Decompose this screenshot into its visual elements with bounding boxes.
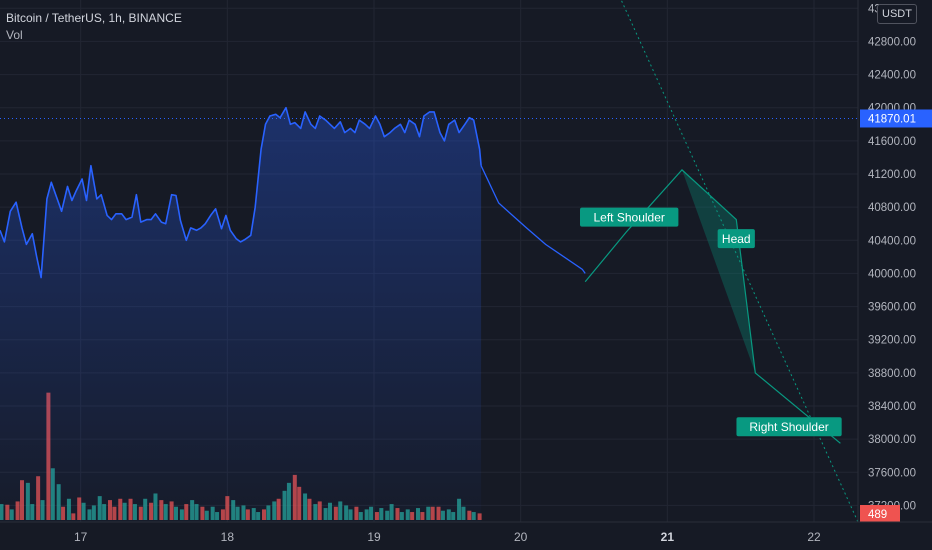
y-tick-label: 41200.00 xyxy=(868,169,916,181)
y-tick-label: 40800.00 xyxy=(868,202,916,214)
y-tick-label: 39600.00 xyxy=(868,302,916,314)
x-tick-label: 22 xyxy=(807,530,821,544)
currency-badge[interactable]: USDT xyxy=(877,4,917,24)
x-tick-label: 20 xyxy=(514,530,528,544)
chart-legend: Bitcoin / TetherUS, 1h, BINANCE Vol xyxy=(6,10,182,44)
y-tick-label: 38800.00 xyxy=(868,368,916,380)
volume-value-tag xyxy=(860,505,900,522)
y-tick-label: 40400.00 xyxy=(868,235,916,247)
last-price-value: 41870.01 xyxy=(868,113,916,125)
x-tick-label: 19 xyxy=(367,530,381,544)
y-tick-label: 41600.00 xyxy=(868,136,916,148)
symbol-title[interactable]: Bitcoin / TetherUS, 1h, BINANCE xyxy=(6,11,182,25)
volume-indicator-label[interactable]: Vol xyxy=(6,28,23,42)
pattern-label: Right Shoulder xyxy=(736,417,842,437)
x-tick-label: 21 xyxy=(661,530,675,544)
x-tick-label: 18 xyxy=(221,530,235,544)
pattern-label-text: Left Shoulder xyxy=(594,211,665,225)
price-area-fill xyxy=(0,107,482,522)
y-tick-label: 37600.00 xyxy=(868,467,916,479)
pattern-label-text: Head xyxy=(722,232,751,246)
y-tick-label: 38000.00 xyxy=(868,434,916,446)
x-tick-label: 17 xyxy=(74,530,88,544)
head-triangle xyxy=(682,169,756,373)
pattern-label-text: Right Shoulder xyxy=(749,420,828,434)
price-line xyxy=(0,106,482,279)
volume-value: 489 xyxy=(868,509,887,521)
pattern-label-box xyxy=(580,207,679,227)
pattern-label-box xyxy=(717,229,755,249)
pattern-line xyxy=(584,169,841,444)
pattern-label: Left Shoulder xyxy=(580,207,679,227)
projection-line xyxy=(480,165,586,274)
y-tick-label: 42800.00 xyxy=(868,36,916,48)
pattern-label-box xyxy=(736,417,842,437)
pattern-label: Head xyxy=(717,229,755,249)
y-tick-label: 39200.00 xyxy=(868,335,916,347)
y-tick-label: 38400.00 xyxy=(868,401,916,413)
last-price-tag xyxy=(860,109,932,128)
y-tick-label: 40000.00 xyxy=(868,268,916,280)
y-tick-label: 42400.00 xyxy=(868,70,916,82)
